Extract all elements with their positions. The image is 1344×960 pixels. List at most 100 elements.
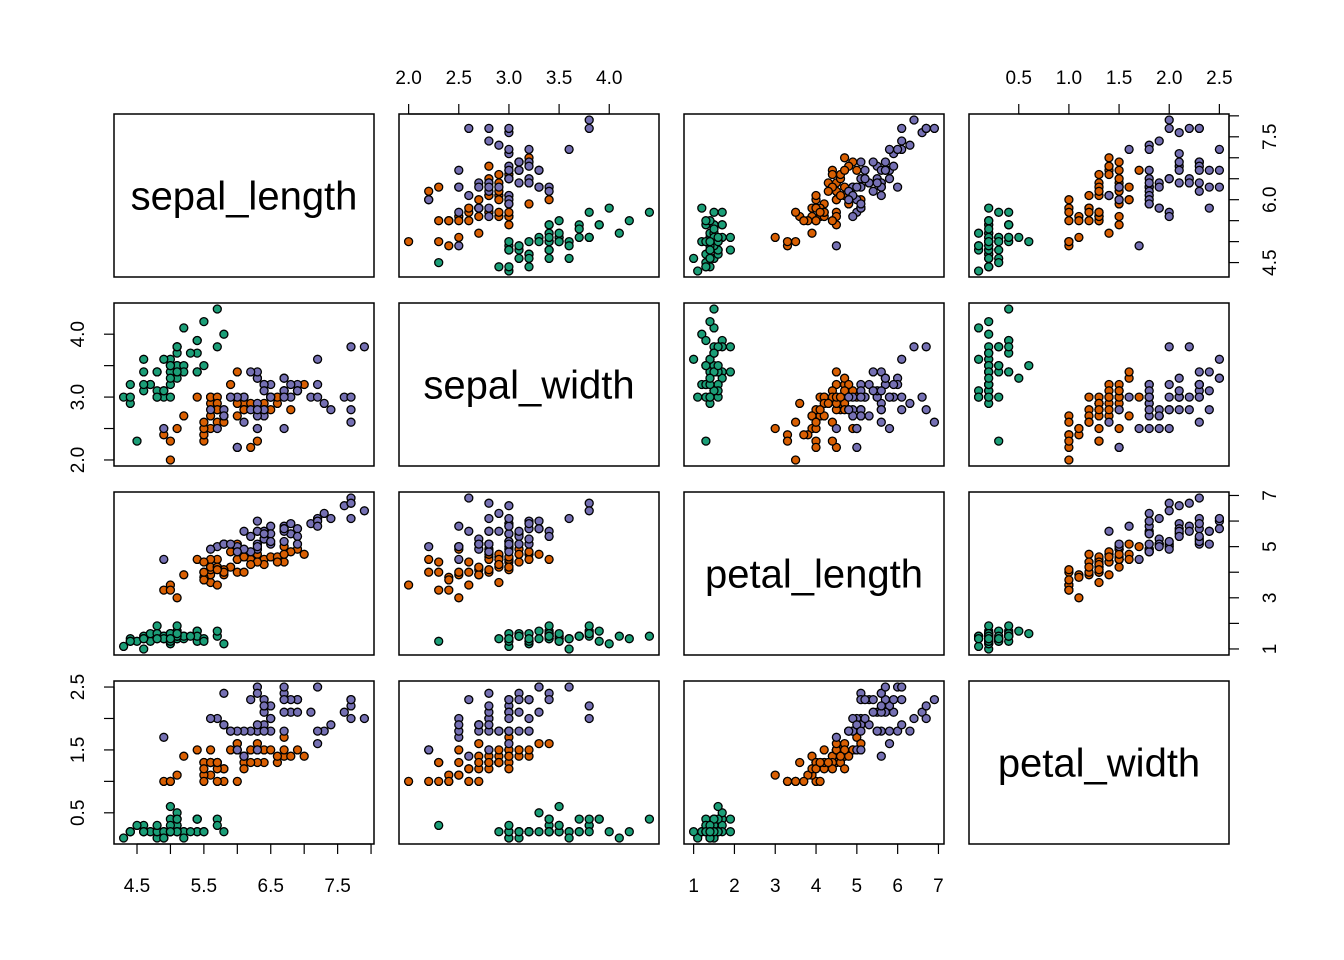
- data-point: [484, 565, 494, 575]
- data-point: [584, 506, 594, 516]
- data-point: [484, 745, 494, 755]
- tick-label: 7.5: [324, 876, 350, 897]
- data-point: [424, 745, 434, 755]
- data-point: [1074, 216, 1084, 226]
- panel-frame: [113, 113, 375, 278]
- data-point: [1104, 405, 1114, 415]
- data-point: [1074, 423, 1084, 434]
- data-point: [644, 207, 655, 217]
- data-point: [259, 529, 269, 539]
- data-point: [705, 316, 715, 327]
- data-point: [494, 182, 504, 192]
- data-point: [876, 417, 886, 427]
- data-point: [868, 186, 878, 196]
- data-point: [1084, 549, 1094, 559]
- data-point: [279, 536, 289, 547]
- data-point: [172, 593, 182, 603]
- data-point: [165, 373, 176, 383]
- data-point: [1174, 531, 1184, 542]
- data-point: [697, 203, 707, 213]
- data-point: [584, 827, 594, 837]
- data-point: [880, 157, 891, 167]
- data-point: [594, 626, 604, 636]
- data-point: [464, 216, 474, 226]
- data-point: [312, 521, 323, 531]
- data-point: [484, 161, 494, 171]
- data-point: [839, 153, 850, 163]
- data-point: [897, 354, 907, 364]
- data-point: [1114, 562, 1124, 572]
- panel-frame: [398, 680, 660, 845]
- data-point: [464, 694, 474, 705]
- data-point: [1084, 190, 1094, 201]
- data-point: [494, 726, 504, 736]
- data-point: [165, 801, 176, 812]
- data-point: [286, 518, 296, 529]
- data-point: [705, 245, 715, 255]
- data-point: [524, 745, 534, 755]
- data-point: [1174, 148, 1184, 159]
- data-point: [1214, 513, 1225, 524]
- panel-sepal_width-vs-petal_length: [683, 302, 945, 467]
- data-point: [888, 161, 899, 171]
- data-point: [929, 123, 940, 134]
- data-point: [782, 776, 793, 787]
- data-point: [464, 764, 474, 774]
- data-point: [225, 392, 236, 402]
- data-point: [279, 423, 289, 434]
- data-point: [717, 373, 727, 383]
- panel-frame: [683, 491, 945, 656]
- data-point: [770, 423, 780, 434]
- data-point: [534, 738, 544, 749]
- data-point: [514, 539, 524, 549]
- data-point: [994, 257, 1004, 268]
- data-point: [125, 827, 135, 837]
- data-point: [192, 335, 202, 346]
- data-point: [464, 557, 474, 567]
- data-point: [856, 199, 866, 209]
- tick-label: 3: [770, 876, 781, 897]
- data-point: [179, 751, 189, 761]
- data-point: [534, 634, 544, 644]
- data-point: [279, 373, 289, 383]
- data-point: [286, 405, 296, 415]
- data-point: [860, 165, 870, 175]
- data-point: [1164, 392, 1174, 402]
- data-point: [1024, 360, 1034, 371]
- data-point: [1154, 513, 1164, 524]
- panel-frame: [398, 491, 660, 656]
- variable-label: sepal_length: [131, 175, 358, 219]
- data-point: [1024, 628, 1034, 639]
- data-point: [504, 738, 514, 749]
- data-point: [484, 211, 494, 222]
- data-point: [921, 123, 931, 134]
- data-point: [819, 745, 829, 755]
- data-point: [1184, 342, 1194, 352]
- data-point: [984, 316, 994, 327]
- data-point: [326, 405, 336, 415]
- data-point: [179, 323, 189, 333]
- data-point: [464, 751, 474, 761]
- data-point: [279, 707, 289, 717]
- data-point: [1124, 182, 1134, 192]
- data-point: [312, 392, 323, 402]
- data-point: [554, 236, 564, 247]
- data-point: [811, 216, 821, 226]
- tick-label: 2.0: [1156, 68, 1182, 89]
- data-point: [524, 253, 534, 264]
- data-point: [1134, 423, 1144, 434]
- data-point: [644, 814, 655, 824]
- panel-sepal_length-vs-petal_length: [683, 113, 945, 278]
- data-point: [839, 745, 850, 755]
- data-point: [544, 694, 554, 705]
- data-point: [1104, 552, 1114, 562]
- data-point: [534, 682, 544, 692]
- data-point: [514, 253, 524, 264]
- data-point: [994, 392, 1004, 402]
- data-point: [544, 554, 554, 565]
- data-point: [705, 392, 715, 402]
- data-point: [1144, 144, 1154, 155]
- data-point: [444, 575, 454, 585]
- data-point: [1114, 220, 1124, 230]
- data-point: [199, 417, 209, 427]
